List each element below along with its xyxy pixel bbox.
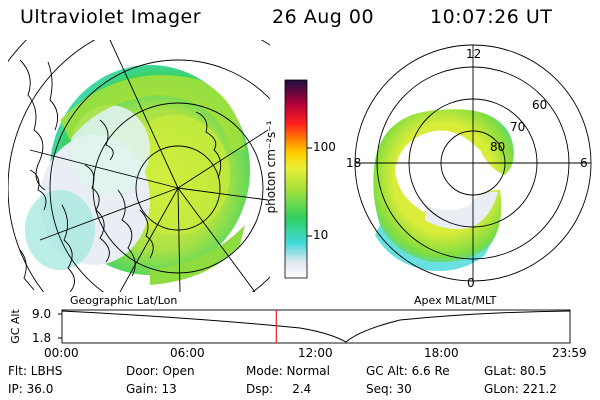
- timeline-ytick-bottom: 1.8: [32, 331, 52, 345]
- status-glon: GLon: 221.2: [484, 382, 557, 396]
- status-seq: Seq: 30: [366, 382, 412, 396]
- mlat-label-80: 80: [490, 140, 506, 154]
- timeline-ytick-top: 9.0: [32, 307, 52, 321]
- status-filter: Flt: LBHS: [8, 364, 63, 378]
- instrument-title: Ultraviolet Imager: [20, 6, 202, 28]
- mlt-label-18: 18: [346, 156, 362, 170]
- status-glat: GLat: 80.5: [484, 364, 547, 378]
- timeline-xtick-2359: 23:59: [552, 346, 587, 360]
- apex-polar-plot: [354, 44, 592, 282]
- status-door: Door: Open: [126, 364, 195, 378]
- auroral-image-geo: [25, 65, 250, 285]
- timeline-ylabel: GC Alt: [8, 309, 22, 344]
- time-label: 10:07:26 UT: [430, 6, 553, 28]
- timeline-xtick-1200: 12:00: [298, 346, 333, 360]
- status-dsp: Dsp: 2.4: [246, 382, 312, 396]
- timeline-xtick-0000: 00:00: [44, 346, 79, 360]
- geo-lon-lines: [29, 40, 269, 292]
- geo-caption: Geographic Lat/Lon: [70, 294, 178, 307]
- timeline-xtick-0600: 06:00: [170, 346, 205, 360]
- mlt-lines: [355, 45, 591, 281]
- mlt-label-12: 12: [466, 47, 482, 61]
- mlt-label-6: 6: [580, 156, 588, 170]
- apex-caption: Apex MLat/MLT: [414, 294, 497, 307]
- auroral-image-apex: [373, 109, 514, 271]
- status-gc-alt: GC Alt: 6.6 Re: [366, 364, 450, 378]
- geo-lat-circles: [8, 40, 270, 292]
- mlt-label-0: 0: [467, 276, 475, 290]
- status-gain: Gain: 13: [126, 382, 177, 396]
- timeline-xtick-1800: 18:00: [424, 346, 459, 360]
- status-ip: IP: 36.0: [8, 382, 54, 396]
- altitude-timeline: [58, 309, 571, 344]
- color-bar: [284, 79, 312, 279]
- colorbar-tick-10: 10: [313, 228, 329, 242]
- colorbar-label: photon cm⁻²s⁻¹: [264, 120, 278, 214]
- mlat-label-60: 60: [532, 98, 548, 112]
- date-label: 26 Aug 00: [272, 6, 375, 28]
- geographic-map: [8, 40, 270, 292]
- colorbar-tick-100: 100: [313, 140, 336, 154]
- status-mode: Mode: Normal: [246, 364, 330, 378]
- mlat-label-70: 70: [510, 120, 526, 134]
